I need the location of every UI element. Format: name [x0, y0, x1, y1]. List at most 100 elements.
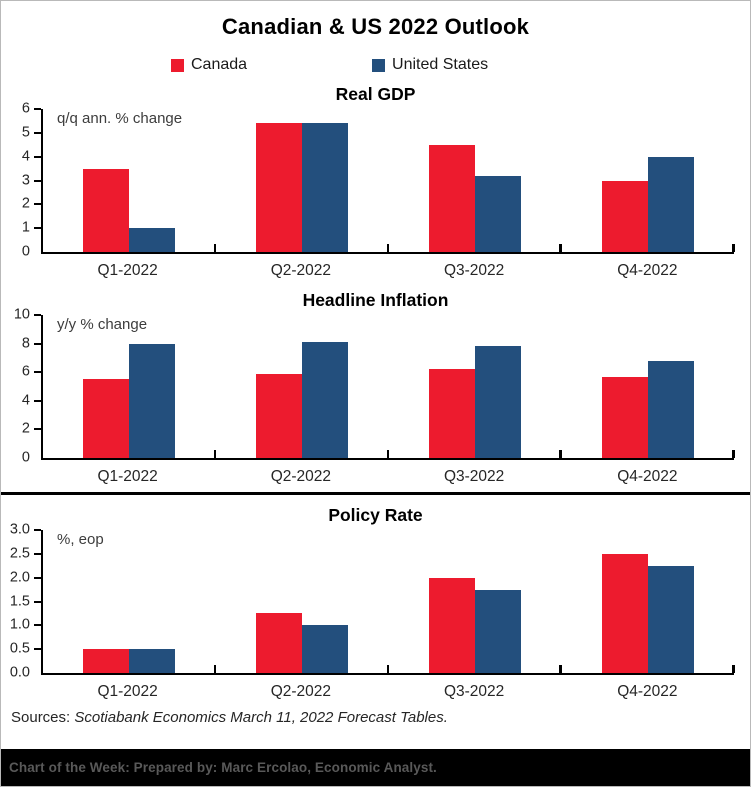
bar-united-states-q3-2022 [474, 589, 521, 673]
bar-canada-q4-2022 [601, 180, 648, 252]
bar-canada-q2-2022 [256, 373, 303, 458]
bar-group-q1-2022 [43, 343, 216, 458]
y-tick-mark [33, 179, 41, 182]
bar-group-q1-2022 [43, 168, 216, 252]
bar-group-q4-2022 [561, 553, 734, 673]
footer-credit-text: Chart of the Week: Prepared by: Marc Erc… [9, 760, 437, 775]
bar-group-q4-2022 [561, 156, 734, 252]
legend-item-united-states: United States [372, 56, 488, 74]
y-tick-mark [33, 227, 41, 230]
x-tick-mark [386, 665, 389, 673]
y-tick-mark [33, 552, 41, 555]
y-tick-label: 1 [21, 219, 30, 236]
bar-canada-q3-2022 [428, 577, 475, 673]
x-tick-mark [213, 450, 217, 458]
y-tick-label: 6 [21, 363, 30, 380]
x-axis-label: Q4-2022 [617, 262, 678, 279]
x-tick-mark [559, 450, 562, 458]
y-tick-label: 0 [21, 449, 30, 466]
legend-label-canada: Canada [191, 56, 248, 73]
chart-panel-headline-inflation: Headline Inflation 0 2 4 6 8 10 y/y % change … [1, 288, 750, 486]
y-tick-label: 0.0 [9, 664, 30, 681]
x-axis-label: Q2-2022 [270, 262, 332, 279]
bar-united-states-q4-2022 [647, 360, 694, 458]
y-tick-label: 4 [21, 392, 30, 409]
bar-united-states-q2-2022 [302, 342, 349, 458]
y-tick-mark [33, 576, 41, 579]
x-tick-mark [386, 244, 389, 252]
y-tick-mark [33, 529, 41, 531]
y-tick-mark [33, 648, 41, 651]
page-title: Canadian & US 2022 Outlook [221, 14, 530, 39]
axis-unit-label: y/y % change [57, 316, 148, 333]
y-tick-mark [33, 314, 41, 316]
plot-area-real-gdp: q/q ann. % change [33, 108, 735, 254]
bar-group-q2-2022 [216, 342, 389, 458]
y-tick-mark [33, 399, 41, 402]
bar-united-states-q2-2022 [302, 123, 349, 252]
x-axis-label: Q3-2022 [443, 468, 505, 485]
chart-panel-real-gdp: Real GDP 0 1 2 3 4 5 6 q/q ann. % change Q1-20… [1, 82, 750, 280]
y-tick-label: 0.5 [9, 640, 30, 657]
bar-group-q3-2022 [389, 346, 562, 458]
bar-united-states-q1-2022 [129, 343, 176, 458]
bar-united-states-q4-2022 [647, 156, 694, 252]
x-tick-mark [213, 244, 217, 252]
bar-canada-q4-2022 [601, 376, 648, 458]
y-tick-mark [33, 371, 41, 374]
y-axis-tick-labels: 0.0 0.5 1.0 1.5 2.0 2.5 3.0 [1, 522, 41, 681]
y-tick-label: 4 [21, 148, 30, 165]
x-axis-labels: Q1-2022 Q2-2022 Q3-2022 Q4-2022 [1, 460, 750, 486]
y-tick-label: 0 [21, 243, 30, 260]
y-tick-label: 3 [21, 172, 30, 189]
y-tick-label: 6 [21, 100, 30, 117]
y-tick-mark [33, 108, 41, 110]
sources-note: Sources: Scotiabank Economics March 11, … [1, 701, 750, 732]
y-tick-label: 3.0 [9, 521, 30, 538]
x-axis-label: Q1-2022 [97, 683, 158, 700]
bar-canada-q4-2022 [601, 553, 648, 673]
bar-united-states-q2-2022 [302, 625, 349, 673]
bar-group-q3-2022 [389, 577, 562, 673]
sources-prefix: Sources: [11, 709, 75, 726]
bar-united-states-q4-2022 [647, 565, 694, 673]
bar-canada-q1-2022 [83, 379, 130, 458]
x-axis-label: Q3-2022 [443, 683, 505, 700]
x-axis-label: Q2-2022 [270, 683, 332, 700]
united-states-swatch-icon [372, 58, 386, 72]
y-tick-mark [33, 342, 41, 345]
section-divider [1, 492, 750, 495]
x-axis-label: Q1-2022 [97, 262, 158, 279]
x-axis-labels: Q1-2022 Q2-2022 Q3-2022 Q4-2022 [1, 675, 750, 701]
bar-united-states-q3-2022 [474, 175, 521, 252]
bar-group-q2-2022 [216, 123, 389, 252]
x-axis-label: Q2-2022 [270, 468, 332, 485]
bar-canada-q1-2022 [83, 649, 130, 673]
y-tick-label: 2 [21, 196, 30, 213]
x-tick-mark [559, 665, 562, 673]
x-tick-mark [386, 450, 389, 458]
x-axis-labels: Q1-2022 Q2-2022 Q3-2022 Q4-2022 [1, 254, 750, 280]
x-tick-mark [732, 450, 735, 458]
chart-title-policy-rate: Policy Rate [328, 505, 423, 525]
bar-group-q3-2022 [389, 144, 562, 252]
chart-title-headline-inflation: Headline Inflation [302, 290, 449, 310]
y-tick-label: 2.5 [9, 545, 30, 562]
legend: Canada United States [171, 56, 750, 74]
bar-united-states-q1-2022 [129, 649, 176, 673]
bar-group-q2-2022 [216, 613, 389, 673]
x-axis-label: Q1-2022 [97, 468, 158, 485]
x-tick-mark [732, 665, 735, 673]
plot-area-headline-inflation: y/y % change [33, 314, 735, 460]
bar-canada-q2-2022 [256, 613, 303, 673]
x-tick-mark [559, 244, 562, 252]
x-tick-mark [732, 244, 735, 252]
y-tick-label: 10 [13, 306, 30, 323]
y-axis-tick-labels: 0 2 4 6 8 10 [1, 307, 41, 466]
footer-bar: Chart of the Week: Prepared by: Marc Erc… [1, 749, 750, 786]
x-tick-mark [213, 665, 217, 673]
y-tick-label: 5 [21, 124, 30, 141]
sources-text: Scotiabank Economics March 11, 2022 Fore… [74, 709, 448, 726]
y-axis-tick-labels: 0 1 2 3 4 5 6 [1, 101, 41, 260]
bar-group-q1-2022 [43, 649, 216, 673]
